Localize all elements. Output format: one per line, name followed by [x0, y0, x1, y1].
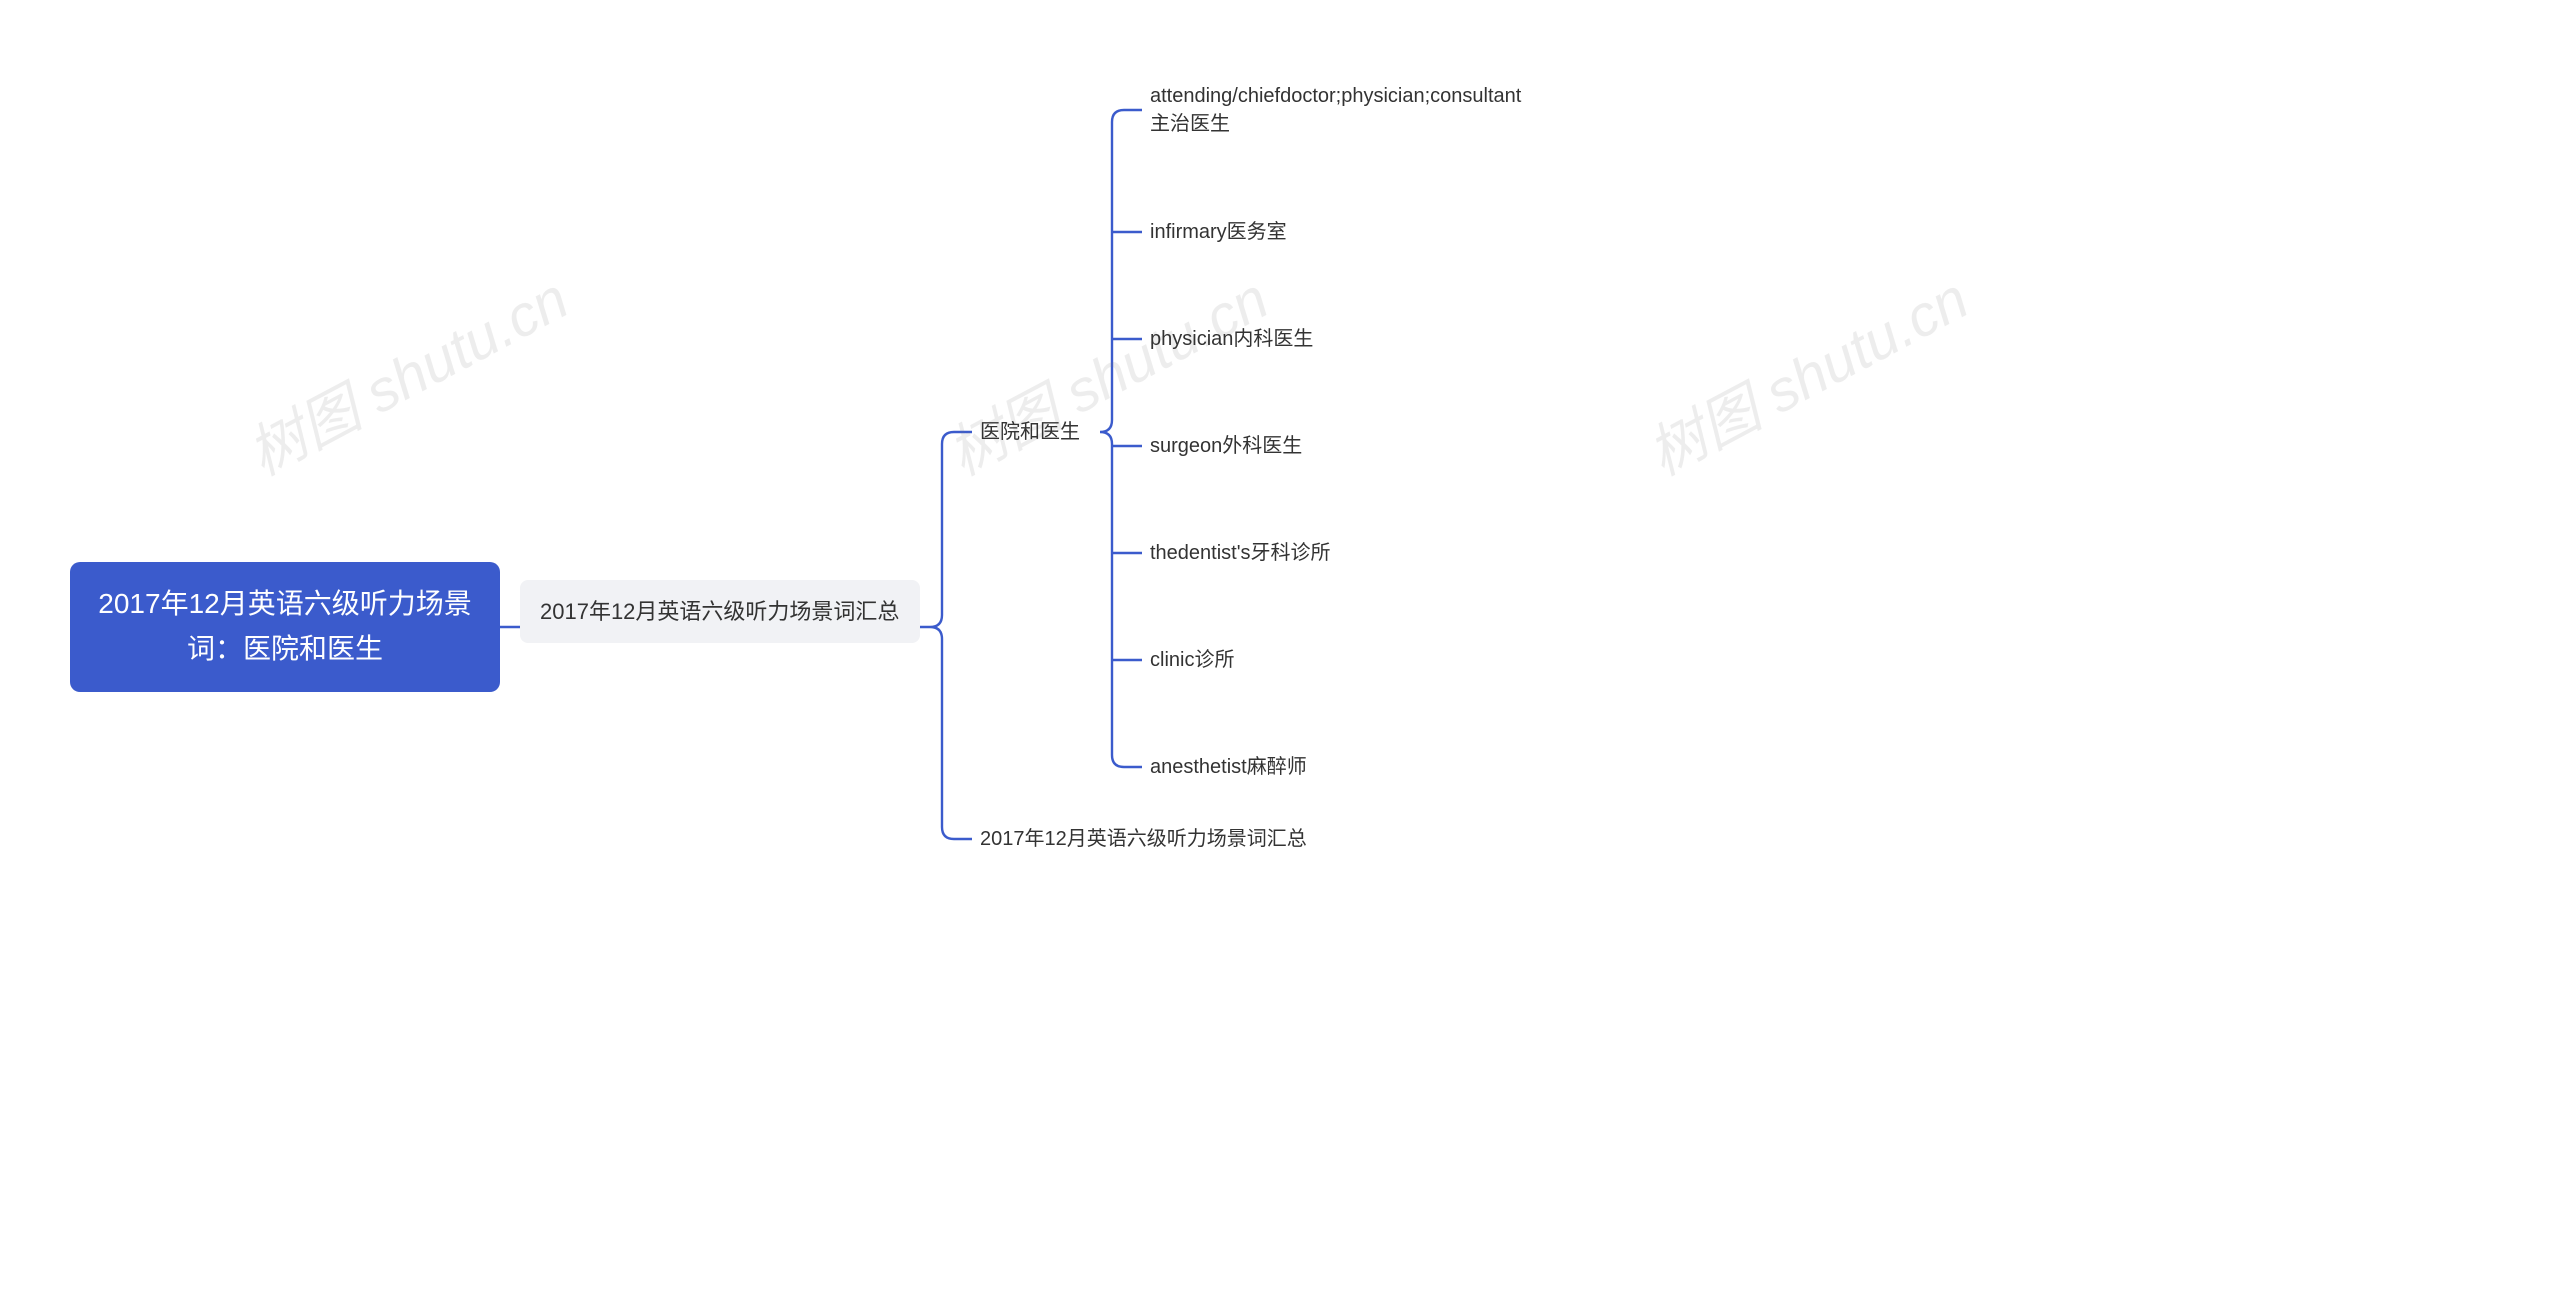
leaf-dentist[interactable]: thedentist's牙科诊所 [1150, 539, 1331, 567]
watermark-1: 树图 shutu.cn [231, 252, 581, 491]
node-summary-repeat[interactable]: 2017年12月英语六级听力场景词汇总 [980, 825, 1307, 853]
leaf-attending[interactable]: attending/chiefdoctor;physician;consulta… [1150, 82, 1530, 138]
root-node[interactable]: 2017年12月英语六级听力场景词：医院和医生 [70, 562, 500, 692]
level1-node[interactable]: 2017年12月英语六级听力场景词汇总 [520, 580, 920, 643]
leaf-surgeon[interactable]: surgeon外科医生 [1150, 432, 1302, 460]
node-hospital-doctors[interactable]: 医院和医生 [980, 418, 1080, 446]
leaf-physician[interactable]: physician内科医生 [1150, 325, 1313, 353]
leaf-anesthetist[interactable]: anesthetist麻醉师 [1150, 753, 1307, 781]
watermark-3: 树图 shutu.cn [1631, 252, 1981, 491]
leaf-infirmary[interactable]: infirmary医务室 [1150, 218, 1287, 246]
leaf-clinic[interactable]: clinic诊所 [1150, 646, 1234, 674]
